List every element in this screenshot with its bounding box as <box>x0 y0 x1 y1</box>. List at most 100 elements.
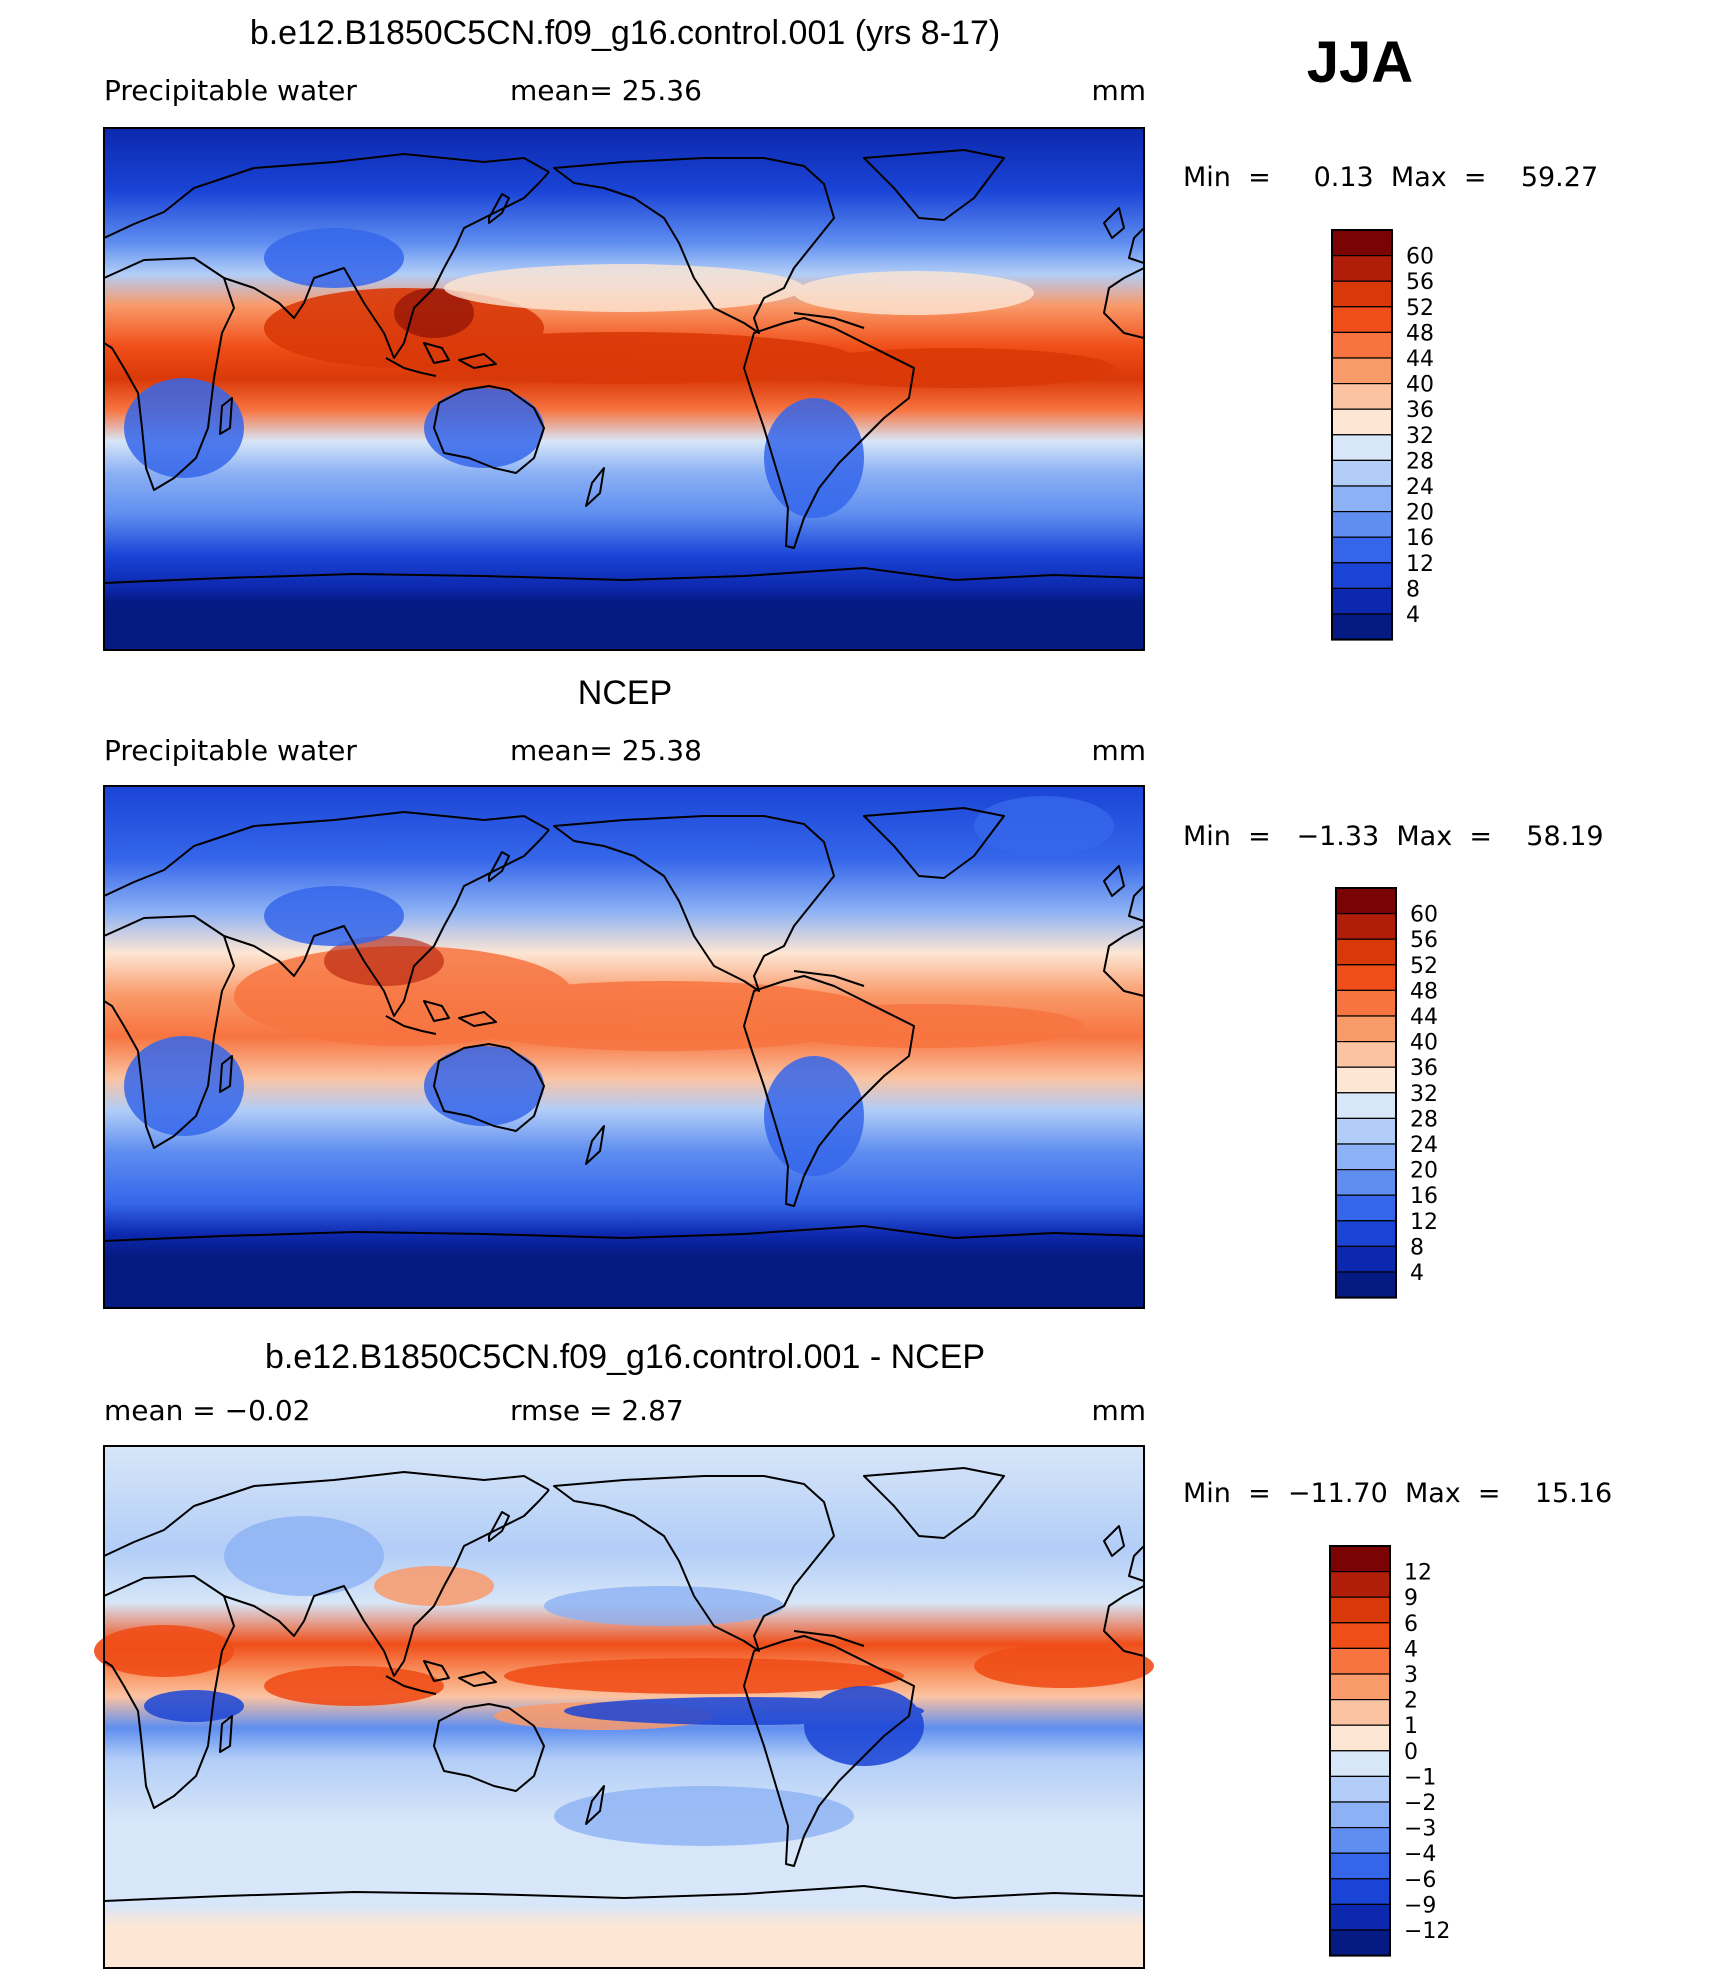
colorbar-swatch <box>1331 459 1393 487</box>
colorbar-label: 4 <box>1404 1637 1418 1662</box>
colorbar-label: −6 <box>1404 1868 1436 1893</box>
panel-title: b.e12.B1850C5CN.f09_g16.control.001 - NC… <box>265 1338 985 1376</box>
colorbar-label: 48 <box>1410 979 1438 1004</box>
colorbar-label: 20 <box>1410 1159 1438 1184</box>
colorbar-swatch <box>1335 1092 1397 1120</box>
map-panel-ncep <box>103 785 1145 1309</box>
colorbar-label: 36 <box>1406 398 1434 423</box>
colorbar-swatch <box>1331 255 1393 282</box>
colorbar-swatch <box>1331 511 1393 538</box>
colorbar-swatch <box>1329 1596 1391 1624</box>
panel-left-label: mean = −0.02 <box>104 1394 310 1427</box>
colorbar-swatch <box>1331 485 1393 513</box>
colorbar-label: 6 <box>1404 1612 1418 1637</box>
colorbar-frame <box>1335 887 1397 1299</box>
colorbar-swatch <box>1335 964 1397 991</box>
colorbar-swatch <box>1329 1545 1391 1573</box>
colorbar-label: 3 <box>1404 1663 1418 1688</box>
colorbar-label: 8 <box>1406 577 1420 602</box>
colorbar-swatch <box>1331 383 1393 410</box>
colorbar-label: 36 <box>1410 1056 1438 1081</box>
colorbar-swatch <box>1331 357 1393 385</box>
colorbar-swatch <box>1335 912 1397 940</box>
colorbar-label: −1 <box>1404 1765 1436 1790</box>
colorbar-swatch <box>1331 434 1393 461</box>
colorbar-label: 4 <box>1406 603 1420 628</box>
panel-minmax: Min = 0.13 Max = 59.27 <box>1183 162 1598 193</box>
colorbar-label: 28 <box>1410 1107 1438 1132</box>
colorbar-label: 40 <box>1406 373 1434 398</box>
colorbar-label: 0 <box>1404 1740 1418 1765</box>
colorbar-swatch <box>1331 587 1393 615</box>
colorbar-swatch <box>1335 887 1397 915</box>
colorbar-swatch <box>1329 1929 1391 1957</box>
map-panel-model <box>103 127 1145 651</box>
panel-units: mm <box>1091 734 1146 767</box>
colorbar-label: 16 <box>1406 526 1434 551</box>
panel-units: mm <box>1091 1394 1146 1427</box>
colorbar-swatch <box>1331 613 1393 641</box>
panel-minmax: Min = −1.33 Max = 58.19 <box>1183 821 1604 852</box>
colorbar-swatch <box>1335 1066 1397 1094</box>
colorbar-label: −12 <box>1404 1919 1450 1944</box>
colorbar-swatch <box>1331 306 1393 333</box>
colorbar-label: 12 <box>1406 552 1434 577</box>
colorbar-swatch <box>1331 331 1393 359</box>
colorbar-swatch <box>1331 408 1393 436</box>
colorbar-swatch <box>1329 1878 1391 1906</box>
colorbar-swatch <box>1335 1040 1397 1068</box>
colorbar-label: 52 <box>1406 296 1434 321</box>
colorbar-swatch <box>1335 1194 1397 1222</box>
colorbar-swatch <box>1329 1698 1391 1726</box>
map-panel-difference <box>94 1445 1154 1969</box>
colorbar-swatch <box>1329 1570 1391 1598</box>
colorbar-label: −9 <box>1404 1893 1436 1918</box>
panel-center-label: mean= 25.38 <box>510 734 702 767</box>
colorbar-swatch <box>1329 1622 1391 1650</box>
colorbar-label: 24 <box>1406 475 1434 500</box>
colorbar-label: 20 <box>1406 501 1434 526</box>
colorbar-swatch <box>1335 1117 1397 1145</box>
colorbar-label: 2 <box>1404 1689 1418 1714</box>
colorbar-swatch <box>1335 938 1397 966</box>
colorbar-swatch <box>1331 229 1393 257</box>
panel-center-label: mean= 25.36 <box>510 74 702 107</box>
colorbar-label: 8 <box>1410 1235 1424 1260</box>
colorbar-swatch <box>1331 280 1393 308</box>
colorbar-label: 56 <box>1406 270 1434 295</box>
colorbar-swatch <box>1329 1826 1391 1854</box>
colorbar-label: 60 <box>1406 245 1434 270</box>
colorbar-label: 32 <box>1410 1082 1438 1107</box>
colorbar-swatch <box>1331 536 1393 564</box>
colorbar-swatch <box>1329 1750 1391 1778</box>
panel-center-label: rmse = 2.87 <box>510 1394 684 1427</box>
colorbar-label: 12 <box>1404 1561 1432 1586</box>
colorbar-swatch <box>1329 1801 1391 1829</box>
colorbar-swatch <box>1329 1647 1391 1675</box>
colorbar-swatch <box>1329 1724 1391 1752</box>
colorbar-label: 4 <box>1410 1261 1424 1286</box>
colorbar-label: 44 <box>1410 1005 1438 1030</box>
season-label: JJA <box>1307 30 1413 95</box>
colorbar-swatch <box>1331 562 1393 589</box>
colorbar-swatch <box>1329 1903 1391 1931</box>
colorbar-label: 48 <box>1406 321 1434 346</box>
colorbar-label: 1 <box>1404 1714 1418 1739</box>
colorbar-label: 28 <box>1406 449 1434 474</box>
panel-minmax: Min = −11.70 Max = 15.16 <box>1183 1478 1612 1509</box>
panel-title: b.e12.B1850C5CN.f09_g16.control.001 (yrs… <box>250 14 1000 52</box>
colorbar-swatch <box>1335 989 1397 1017</box>
colorbar-swatch <box>1335 1245 1397 1273</box>
colorbar-swatch <box>1335 1220 1397 1248</box>
colorbar-swatch <box>1329 1775 1391 1803</box>
panel-left-label: Precipitable water <box>104 74 357 107</box>
colorbar-label: 40 <box>1410 1031 1438 1056</box>
colorbar-label: 9 <box>1404 1586 1418 1611</box>
colorbar-swatch <box>1329 1852 1391 1880</box>
colorbar-label: −4 <box>1404 1842 1436 1867</box>
colorbar-frame <box>1329 1545 1391 1957</box>
colorbar-label: 60 <box>1410 903 1438 928</box>
